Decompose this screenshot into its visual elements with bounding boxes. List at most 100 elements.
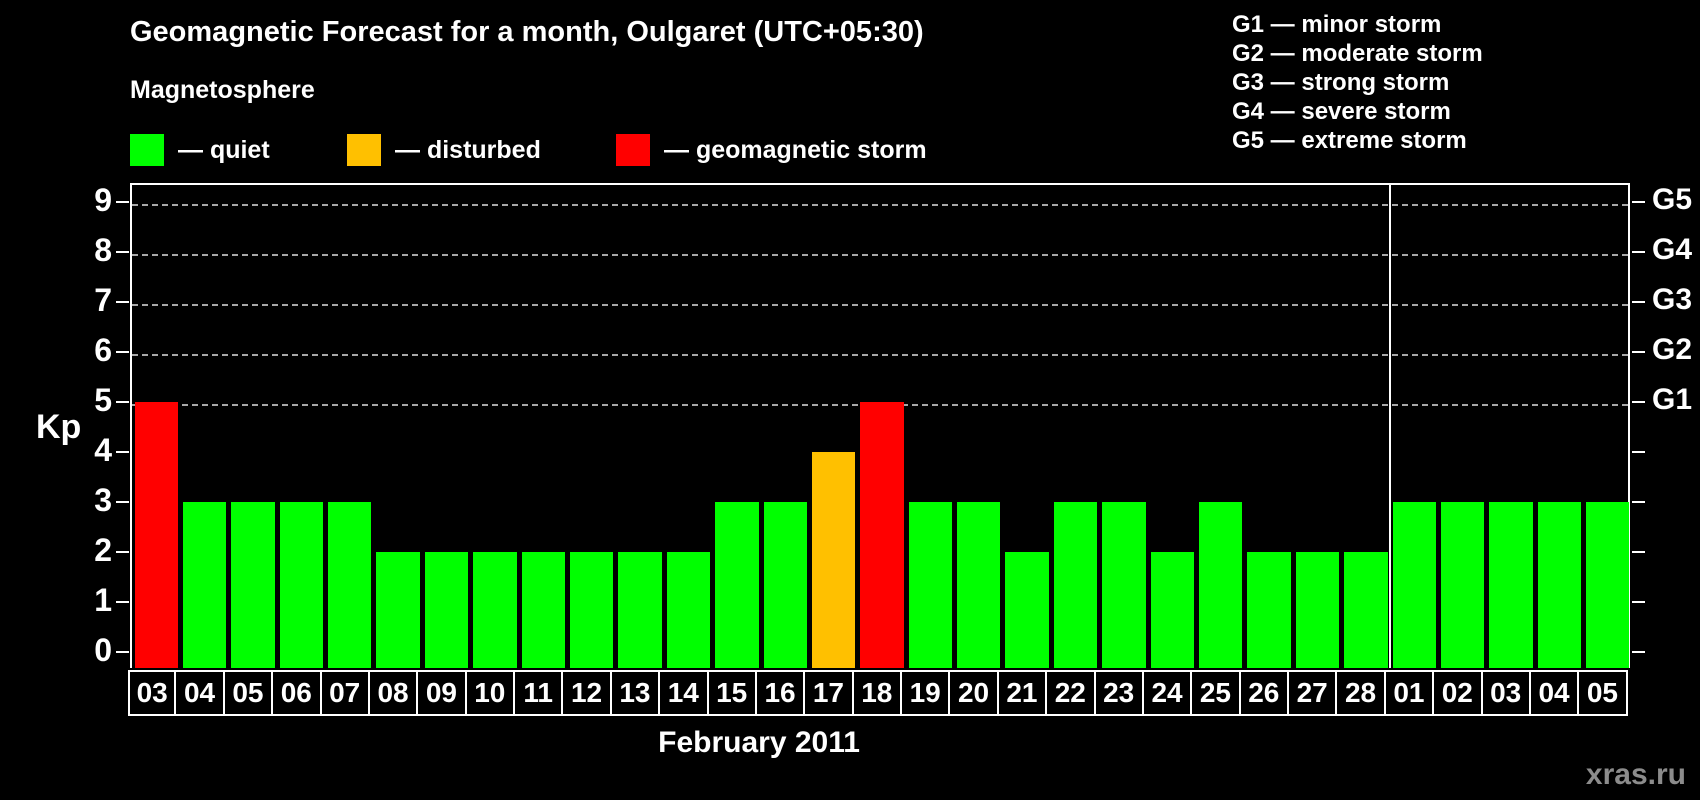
kp-bar-03	[134, 402, 178, 668]
y-tick-6	[116, 351, 129, 353]
y-tick-4	[116, 451, 129, 453]
date-box-03: 03	[128, 670, 177, 716]
y-axis-label: Kp	[36, 408, 82, 446]
storm-scale-g3: G3 — strong storm	[1232, 69, 1450, 96]
date-box-28: 28	[1335, 670, 1386, 716]
date-box-25: 25	[1190, 670, 1241, 716]
kp-bar-03	[1489, 502, 1533, 668]
storm-scale-g2: G2 — moderate storm	[1232, 40, 1483, 67]
kp-bar-13	[618, 552, 662, 668]
date-box-04: 04	[1528, 670, 1580, 716]
y-tick-9	[116, 201, 129, 203]
date-box-08: 08	[367, 670, 419, 716]
month-separator-line	[1389, 185, 1392, 668]
right-tick-6	[1632, 351, 1645, 353]
right-axis-label-g2: G2	[1652, 333, 1693, 366]
kp-bar-01	[1392, 502, 1436, 668]
kp-bar-23	[1102, 502, 1146, 668]
kp-bar-17	[811, 452, 856, 668]
disturbed-legend-label: — disturbed	[395, 136, 541, 164]
kp-bar-21	[1005, 552, 1049, 668]
kp-bar-11	[521, 552, 565, 668]
y-tick-label-0: 0	[94, 632, 112, 668]
storm-legend-label: — geomagnetic storm	[664, 136, 927, 164]
right-axis-label-g5: G5	[1652, 183, 1693, 216]
storm-legend-swatch	[616, 134, 650, 166]
date-box-23: 23	[1093, 670, 1144, 716]
date-box-03: 03	[1480, 670, 1531, 716]
chart-title: Geomagnetic Forecast for a month, Oulgar…	[130, 16, 924, 48]
date-box-01: 01	[1383, 670, 1435, 716]
right-axis-label-g3: G3	[1652, 283, 1693, 316]
date-box-10: 10	[464, 670, 515, 716]
date-box-17: 17	[803, 670, 854, 716]
date-box-05: 05	[1577, 670, 1628, 716]
watermark: xras.ru	[1585, 758, 1686, 791]
kp-bar-22	[1053, 502, 1098, 668]
right-tick-1	[1632, 601, 1645, 603]
date-box-15: 15	[706, 670, 757, 716]
right-tick-9	[1632, 201, 1645, 203]
y-tick-8	[116, 251, 129, 253]
date-box-12: 12	[561, 670, 612, 716]
date-box-13: 13	[609, 670, 661, 716]
date-box-05: 05	[222, 670, 274, 716]
kp-bar-18	[860, 402, 904, 668]
y-tick-2	[116, 551, 129, 553]
right-tick-4	[1632, 451, 1645, 453]
date-box-06: 06	[271, 670, 322, 716]
storm-scale-legend: G1 — minor storm G2 — moderate storm G3 …	[1232, 10, 1483, 155]
date-box-19: 19	[900, 670, 951, 716]
date-box-16: 16	[754, 670, 806, 716]
x-axis-date-boxes: 03 04 05 06 07 08 09 10 11 12 13 14 15 16 17 18 19 20 21 22…	[128, 670, 1628, 716]
kp-bar-04	[1537, 502, 1582, 668]
kp-bar-14	[666, 552, 711, 668]
date-box-07: 07	[319, 670, 370, 716]
quiet-legend-label: — quiet	[178, 136, 270, 164]
x-axis-month-label: February 2011	[658, 726, 860, 759]
date-box-21: 21	[996, 670, 1048, 716]
kp-bar-08	[376, 552, 420, 668]
kp-bar-10	[473, 552, 517, 668]
kp-bar-09	[424, 552, 469, 668]
y-tick-1	[116, 601, 129, 603]
right-tick-2	[1632, 551, 1645, 553]
date-box-24: 24	[1141, 670, 1193, 716]
kp-bar-04	[182, 502, 227, 668]
y-tick-label-9: 9	[94, 182, 112, 218]
kp-bar-07	[328, 502, 372, 668]
right-axis-label-g1: G1	[1652, 383, 1693, 416]
date-box-27: 27	[1287, 670, 1338, 716]
date-box-14: 14	[658, 670, 709, 716]
y-tick-label-4: 4	[94, 432, 112, 468]
right-tick-3	[1632, 501, 1645, 503]
right-tick-8	[1632, 251, 1645, 253]
right-tick-7	[1632, 301, 1645, 303]
disturbed-legend-swatch	[347, 134, 381, 166]
kp-bar-26	[1247, 552, 1291, 668]
kp-bar-02	[1440, 502, 1485, 668]
storm-scale-g4: G4 — severe storm	[1232, 98, 1451, 125]
y-tick-7	[116, 301, 129, 303]
date-box-20: 20	[948, 670, 999, 716]
y-tick-label-6: 6	[94, 332, 112, 368]
kp-bar-28	[1344, 552, 1388, 668]
kp-bar-05	[1586, 502, 1630, 668]
y-tick-3	[116, 501, 129, 503]
plot-area	[130, 183, 1630, 668]
kp-bar-16	[763, 502, 807, 668]
y-tick-label-8: 8	[94, 232, 112, 268]
kp-bar-25	[1199, 502, 1243, 668]
kp-bar-12	[569, 552, 614, 668]
storm-scale-g1: G1 — minor storm	[1232, 11, 1442, 38]
date-box-22: 22	[1045, 670, 1096, 716]
gridline-kp6	[132, 354, 1628, 356]
right-tick-0	[1632, 651, 1645, 653]
date-box-18: 18	[851, 670, 902, 716]
date-box-11: 11	[513, 670, 564, 716]
date-box-09: 09	[416, 670, 467, 716]
right-axis-label-g4: G4	[1652, 233, 1693, 266]
quiet-legend-swatch	[130, 134, 164, 166]
kp-bar-20	[957, 502, 1001, 668]
